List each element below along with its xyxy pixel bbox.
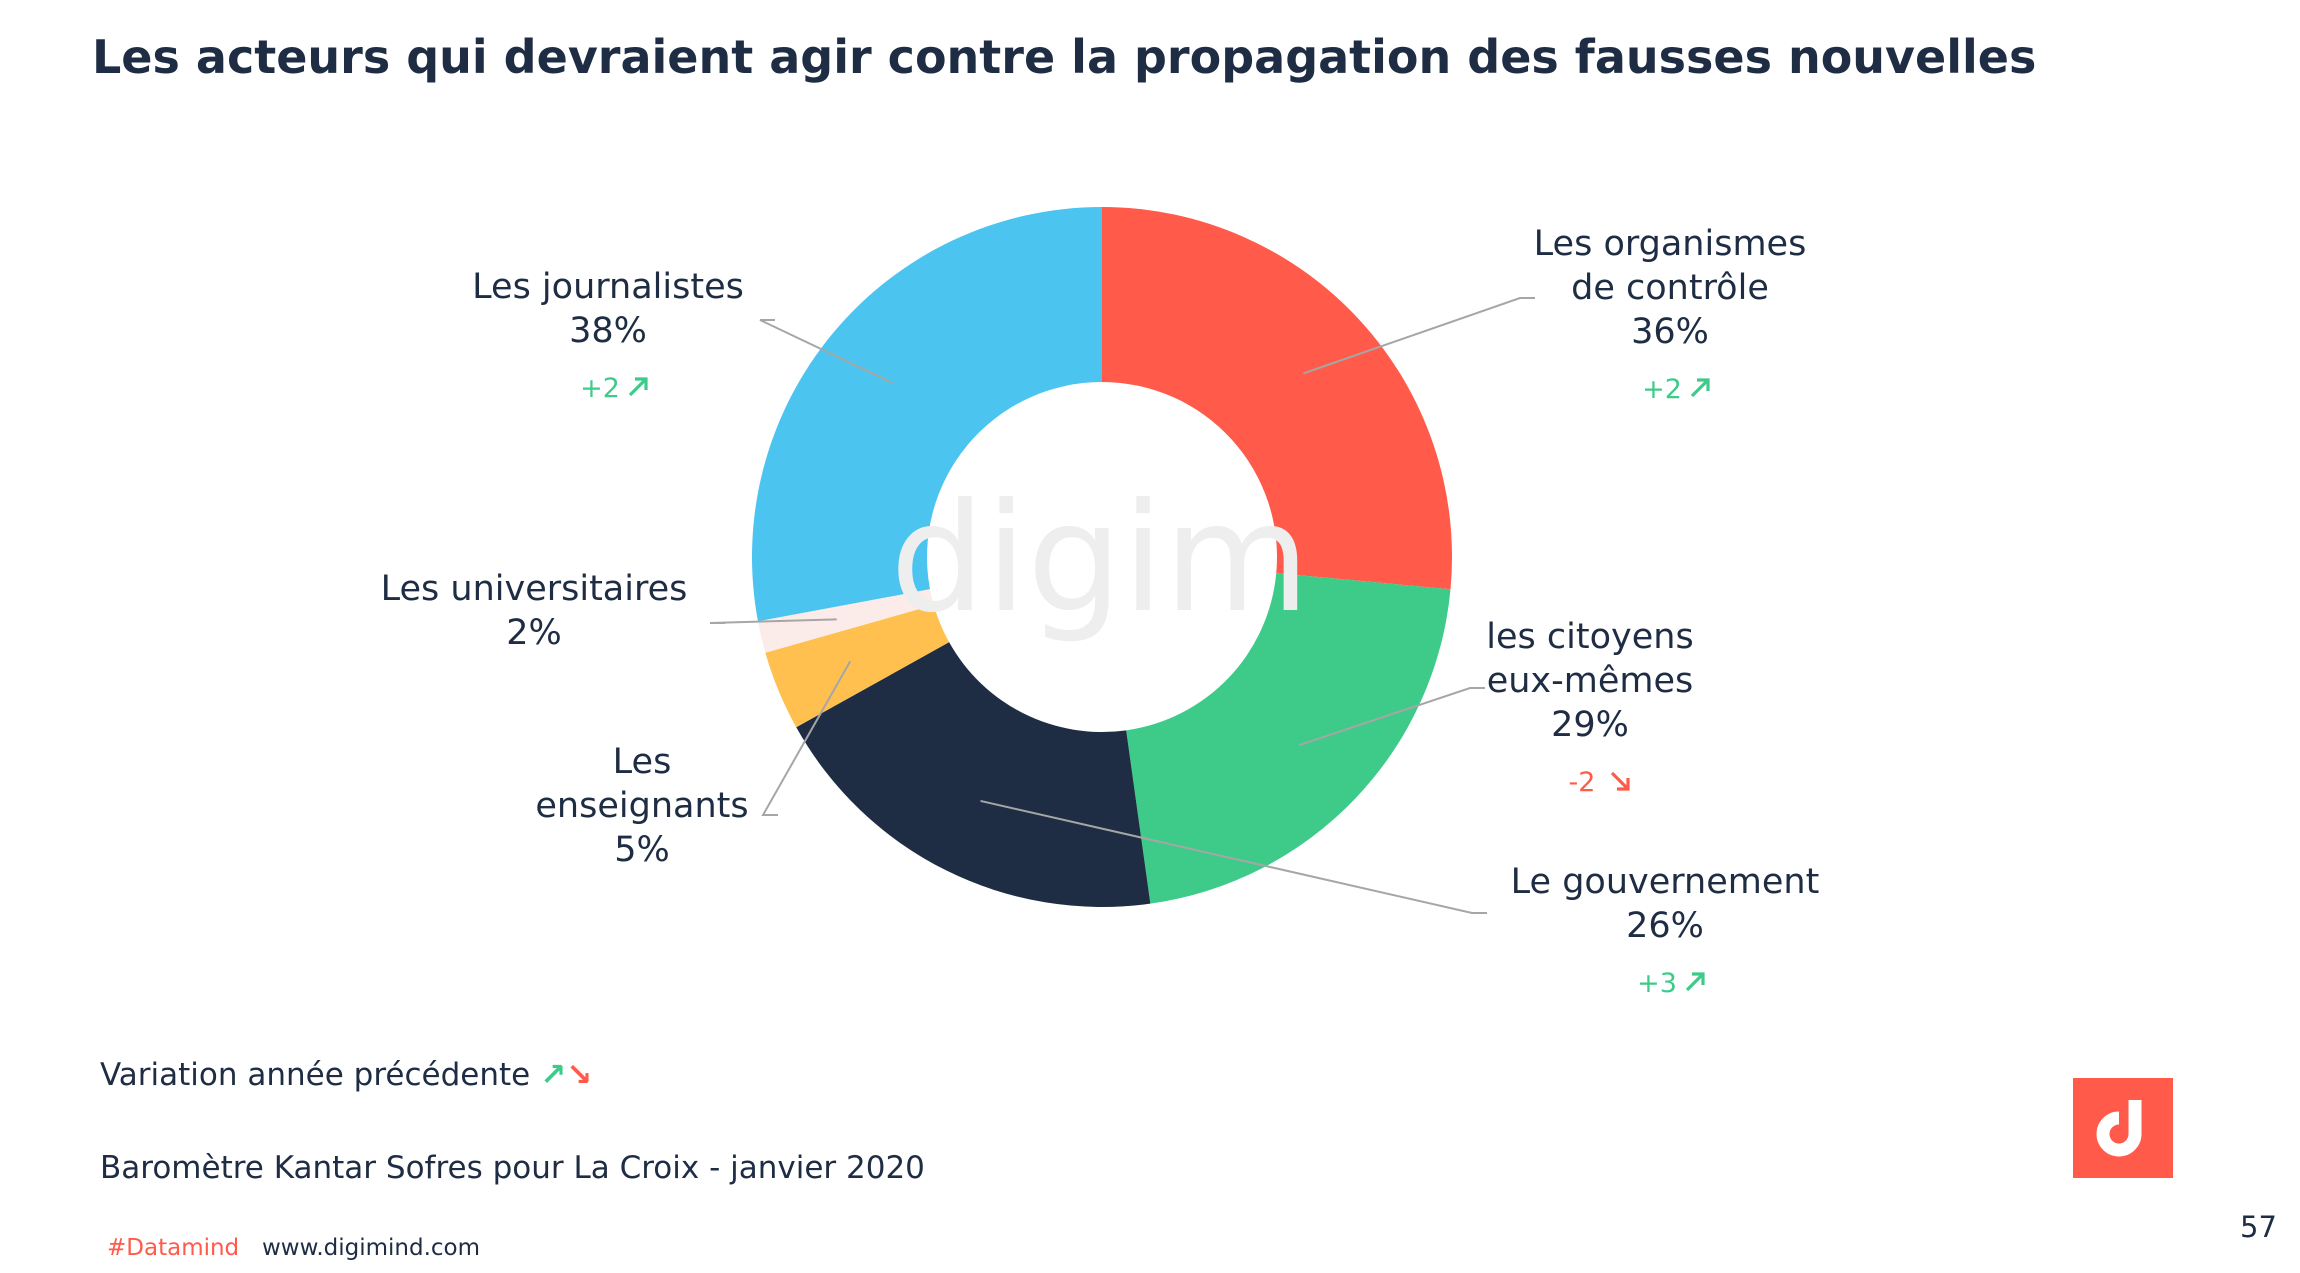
slice-label-les-citoyens-eux-memes: eux-mêmes: [1487, 661, 1694, 701]
variation-legend: Variation année précédente ↗↘: [100, 1057, 592, 1093]
slice-label-les-universitaires: Les universitaires: [381, 569, 688, 609]
slice-label-les-enseignants: enseignants: [535, 786, 748, 826]
variation-le-gouvernement: +3: [1637, 968, 1677, 999]
watermark: digim: [890, 472, 1310, 646]
leader-line-les-universitaires: [709, 618, 837, 624]
variation-les-journalistes: +2: [580, 373, 620, 404]
leader-line-les-organismes-de-controle: [1303, 297, 1535, 375]
slice-les-universitaires: [757, 589, 934, 653]
arrow-down-right-icon: [1610, 771, 1630, 791]
slice-value-le-gouvernement: 26%: [1626, 906, 1704, 946]
footer-hashtag: #Datamind: [107, 1235, 240, 1261]
slice-les-organismes-de-controle: [1102, 207, 1452, 590]
arrow-up-right-icon: [628, 377, 648, 397]
leader-line-les-citoyens-eux-memes: [1298, 687, 1485, 747]
slice-les-journalistes: [752, 207, 1102, 622]
variation-les-citoyens-eux-memes: -2: [1569, 767, 1596, 798]
digimind-logo-icon: [2073, 1078, 2173, 1178]
variation-legend-text: Variation année précédente: [100, 1057, 541, 1093]
page-number: 57: [2240, 1210, 2277, 1244]
leader-line-les-journalistes: [759, 319, 893, 384]
slice-value-les-enseignants: 5%: [614, 830, 670, 870]
slice-value-les-citoyens-eux-memes: 29%: [1551, 705, 1629, 745]
arrow-up-right-icon: [1690, 378, 1710, 398]
slice-label-les-citoyens-eux-memes: les citoyens: [1486, 617, 1693, 657]
slice-label-les-organismes-de-controle: de contrôle: [1571, 268, 1769, 308]
arrow-up-right-icon: [1685, 972, 1705, 992]
slice-value-les-organismes-de-controle: 36%: [1631, 312, 1709, 352]
slice-value-les-universitaires: 2%: [506, 613, 562, 653]
slice-label-les-enseignants: Les: [613, 742, 672, 782]
slice-label-le-gouvernement: Le gouvernement: [1511, 862, 1820, 902]
chart-title: Les acteurs qui devraient agir contre la…: [92, 30, 2037, 84]
slice-label-les-organismes-de-controle: Les organismes: [1534, 224, 1807, 264]
slice-les-enseignants: [765, 604, 950, 728]
variation-les-organismes-de-controle: +2: [1642, 374, 1682, 405]
slice-le-gouvernement: [796, 642, 1151, 907]
source-note: Baromètre Kantar Sofres pour La Croix - …: [100, 1150, 925, 1186]
donut-slices: [752, 207, 1452, 907]
slice-value-les-journalistes: 38%: [569, 311, 647, 351]
leader-lines: [709, 297, 1535, 914]
leader-line-les-enseignants: [761, 660, 852, 816]
slice-les-citoyens-eux-memes: [1126, 573, 1451, 904]
down-arrow-icon: ↘: [566, 1057, 593, 1093]
leader-line-le-gouvernement: [980, 799, 1487, 914]
up-arrow-icon: ↗: [540, 1057, 567, 1093]
footer-website[interactable]: www.digimind.com: [262, 1235, 481, 1261]
slice-label-les-journalistes: Les journalistes: [472, 267, 744, 307]
